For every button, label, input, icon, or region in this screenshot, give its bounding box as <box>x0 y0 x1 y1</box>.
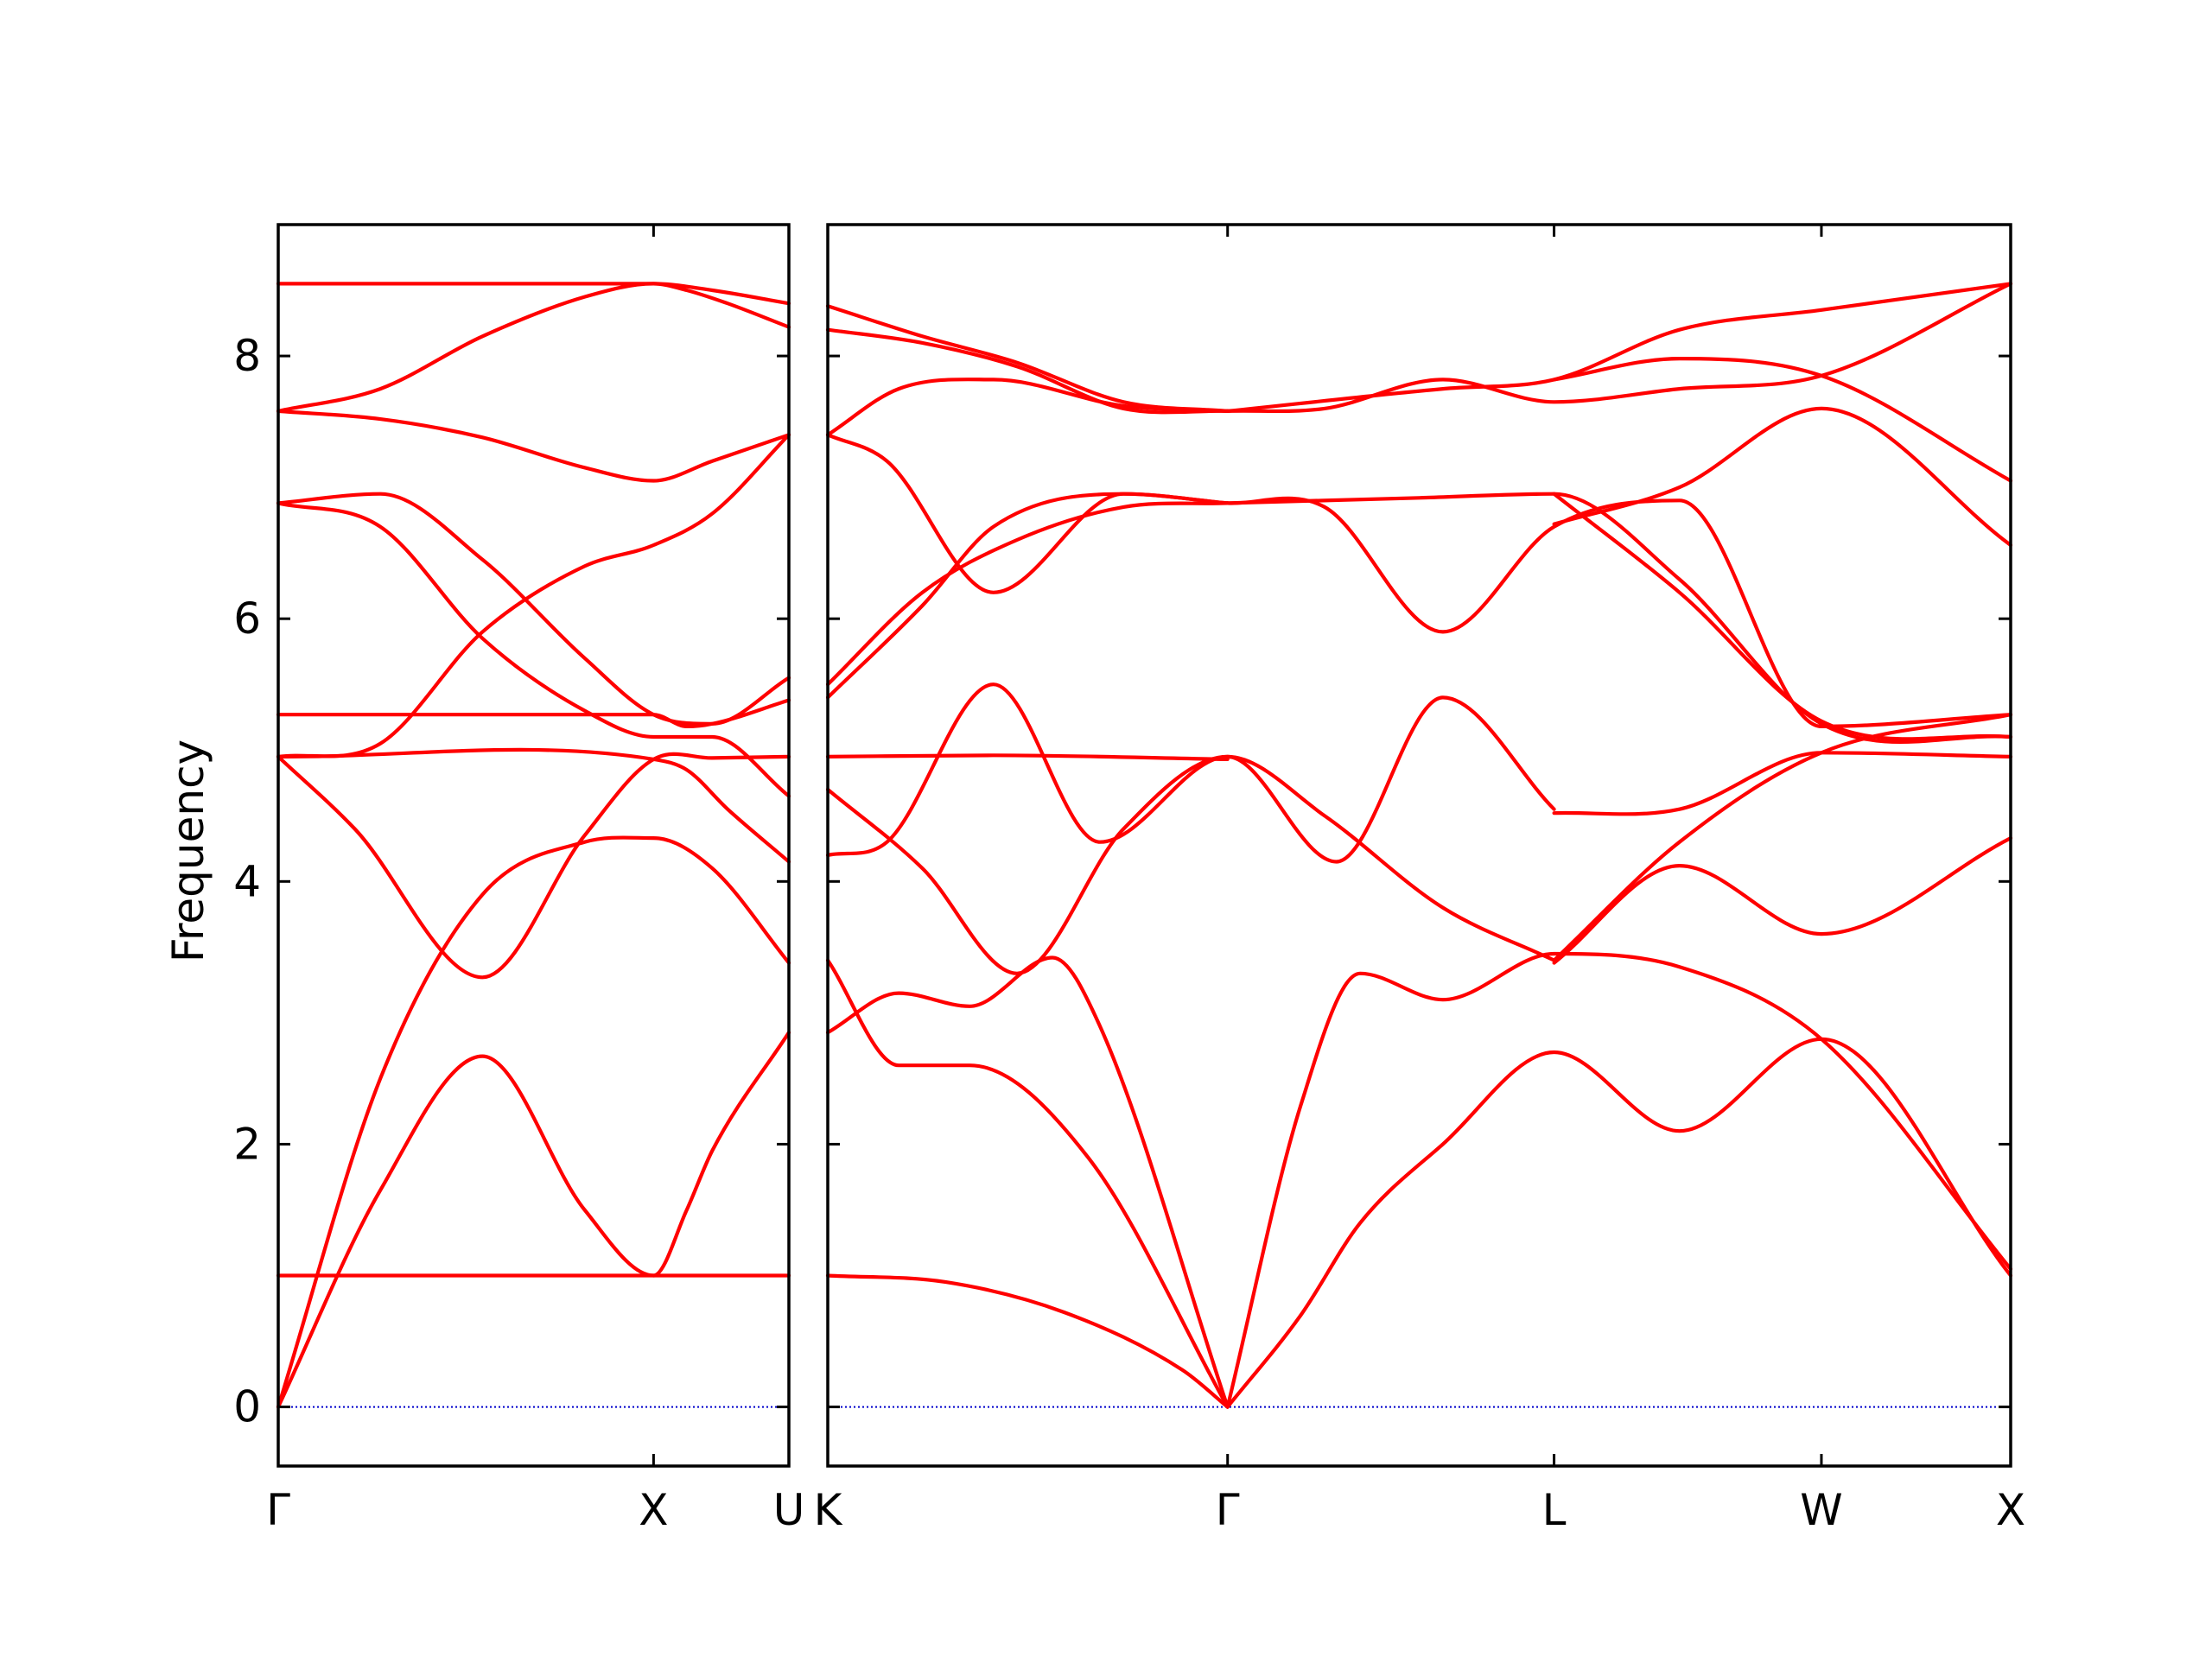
band-2-1 <box>825 1273 1230 1409</box>
band-2-9 <box>1552 751 2013 816</box>
band-2-24 <box>1552 406 2013 548</box>
band-2-13 <box>825 492 1230 700</box>
band-2-23 <box>1552 357 2013 483</box>
y-tick-label: 4 <box>233 856 261 906</box>
band-2-2 <box>825 958 1230 1409</box>
band-1-7 <box>276 409 791 483</box>
panel-1: 0 2 4 6 8 Γ X U <box>233 223 805 1535</box>
band-2-10 <box>1552 836 2013 965</box>
band-1-5 <box>276 501 791 798</box>
y-tick-label: 2 <box>233 1119 261 1169</box>
band-2-20 <box>825 304 1230 413</box>
band-2-15 <box>1225 492 2013 744</box>
band-2-4 <box>1225 1037 2013 1409</box>
band-2-16 <box>1225 496 2013 728</box>
x-tick-label: U <box>773 1485 805 1535</box>
band-1-8 <box>276 282 791 413</box>
band-1-11 <box>276 1031 791 1278</box>
y-tick-label: 0 <box>233 1382 261 1432</box>
band-1-6 <box>276 492 791 726</box>
band-2-11 <box>1552 713 2013 962</box>
y-tick-label: 8 <box>233 331 261 381</box>
band-1-3 <box>276 752 791 980</box>
y-tick-label: 6 <box>233 593 261 644</box>
band-1-1 <box>276 1054 791 1409</box>
x-tick-label: Γ <box>1216 1485 1240 1535</box>
band-1-2 <box>276 835 791 1409</box>
x-tick-label: L <box>1542 1485 1567 1535</box>
band-2-6 <box>825 754 1556 975</box>
band-2-22 <box>1225 282 2013 414</box>
x-tick-label: K <box>814 1485 843 1535</box>
band-2-14 <box>825 433 1230 594</box>
x-tick-label: X <box>1996 1485 2025 1535</box>
band-2-17 <box>1552 492 2013 741</box>
x-tick-label: X <box>639 1485 668 1535</box>
band-2-8 <box>825 753 1230 761</box>
y-axis-title: Frequency <box>163 739 213 962</box>
band-1-12 <box>276 698 791 728</box>
band-1-10 <box>276 282 791 329</box>
band-2-7 <box>825 682 1556 864</box>
x-tick-label: Γ <box>266 1485 290 1535</box>
plot-frame <box>276 223 791 1468</box>
band-2-3 <box>825 955 1230 1409</box>
band-2-19 <box>825 327 1230 415</box>
band-1-9 <box>276 747 791 864</box>
x-tick-label: W <box>1800 1485 1842 1535</box>
plot-frame <box>826 223 2012 1468</box>
band-2-5 <box>1225 951 2013 1409</box>
band-1-4 <box>276 433 791 759</box>
band-2-21 <box>1225 282 2013 413</box>
band-2-12 <box>825 501 1230 687</box>
